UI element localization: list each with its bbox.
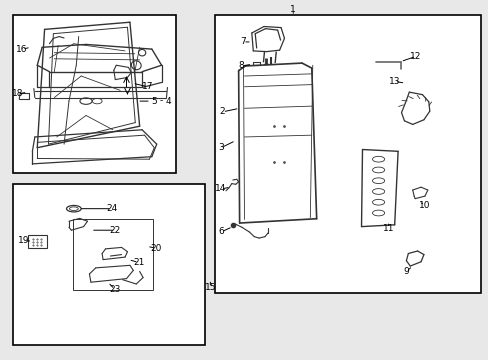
Bar: [73, 219, 153, 291]
Text: 5: 5: [151, 96, 157, 105]
Text: 21: 21: [133, 258, 144, 267]
Text: 10: 10: [418, 201, 430, 210]
Text: 12: 12: [409, 52, 421, 61]
Bar: [215, 15, 480, 293]
Text: 16: 16: [17, 45, 28, 54]
Text: 9: 9: [403, 267, 408, 276]
Text: 1: 1: [290, 5, 296, 14]
Text: 15: 15: [204, 283, 216, 292]
Text: 11: 11: [382, 224, 393, 233]
Text: 2: 2: [219, 107, 225, 116]
Bar: [27, 234, 47, 248]
Bar: [13, 184, 205, 345]
Text: 8: 8: [238, 62, 244, 71]
Text: 23: 23: [109, 285, 120, 294]
Text: 6: 6: [218, 228, 224, 237]
Text: 19: 19: [19, 237, 30, 246]
Text: 7: 7: [240, 37, 245, 46]
Text: 17: 17: [142, 82, 153, 91]
Text: 14: 14: [215, 184, 226, 193]
Text: 20: 20: [150, 244, 161, 253]
Text: -: -: [160, 96, 163, 105]
Bar: [13, 15, 176, 173]
Text: 13: 13: [388, 77, 400, 86]
Text: 4: 4: [165, 96, 171, 105]
Text: 3: 3: [218, 143, 224, 152]
Text: 22: 22: [109, 226, 121, 235]
Text: 24: 24: [106, 204, 117, 213]
Text: 18: 18: [12, 89, 23, 98]
